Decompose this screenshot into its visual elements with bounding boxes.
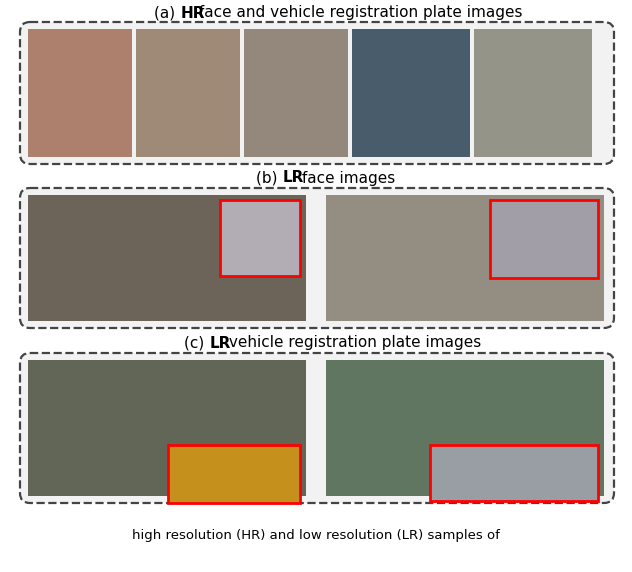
Text: vehicle registration plate images: vehicle registration plate images bbox=[224, 336, 481, 351]
Text: (c): (c) bbox=[184, 336, 209, 351]
FancyBboxPatch shape bbox=[20, 22, 614, 164]
Bar bbox=[220, 200, 300, 276]
Bar bbox=[168, 445, 300, 503]
Text: LR: LR bbox=[210, 336, 231, 351]
Text: HR: HR bbox=[180, 6, 205, 21]
Text: (a): (a) bbox=[154, 6, 180, 21]
FancyBboxPatch shape bbox=[20, 353, 614, 503]
Text: (b): (b) bbox=[256, 170, 283, 185]
Text: high resolution (HR) and low resolution (LR) samples of: high resolution (HR) and low resolution … bbox=[132, 530, 500, 542]
Text: face images: face images bbox=[296, 170, 395, 185]
Bar bbox=[430, 445, 598, 501]
Text: face and vehicle registration plate images: face and vehicle registration plate imag… bbox=[194, 6, 523, 21]
Bar bbox=[490, 200, 598, 278]
Text: LR: LR bbox=[283, 170, 304, 185]
FancyBboxPatch shape bbox=[20, 188, 614, 328]
